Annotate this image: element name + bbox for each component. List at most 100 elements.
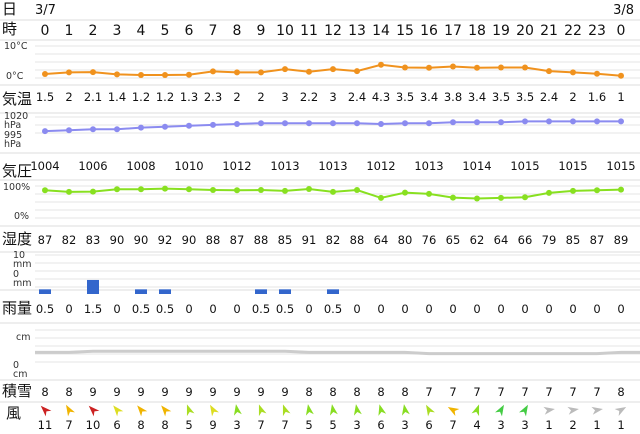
wind-arrow (40, 405, 52, 417)
humidity-point (210, 187, 216, 193)
humidity-point (594, 187, 600, 194)
wind-arrow (137, 405, 148, 417)
humidity-point (234, 187, 240, 194)
temperature-point (258, 69, 264, 76)
snow-value-label: 9 (281, 385, 288, 399)
snow-value-label: 9 (137, 385, 144, 399)
pressure-point (258, 120, 264, 127)
wind-speed-label: 3 (233, 418, 240, 432)
wind-speed-label: 9 (209, 418, 216, 432)
humidity-value-label: 90 (182, 233, 197, 247)
wind-speed-label: 7 (65, 418, 72, 432)
wind-arrow (471, 404, 480, 417)
hour-label: 23 (588, 23, 606, 39)
temperature-value-label: 3.4 (420, 90, 438, 104)
temperature-value-label: 1.5 (36, 90, 54, 104)
wind-speed-label: 5 (185, 418, 192, 432)
temperature-value-label: 1.2 (132, 90, 150, 104)
pressure-point (306, 120, 312, 127)
wind-arrow (329, 404, 338, 416)
grid (0, 19, 640, 403)
precipitation-value-label: 0 (233, 302, 240, 316)
hour-label: 9 (257, 23, 266, 39)
hour-label: 15 (396, 23, 414, 39)
humidity-value-label: 90 (110, 233, 125, 247)
humidity-point (450, 194, 456, 201)
wind-arrow (258, 404, 267, 417)
humidity-value-label: 88 (350, 233, 365, 247)
wind-speed-label: 7 (257, 418, 264, 432)
row-label-pressure: 気圧 (2, 162, 32, 180)
hour-label: 17 (444, 23, 462, 39)
temperature-value-label: 2.2 (300, 90, 318, 104)
pressure-value-label: 1010 (174, 159, 203, 173)
precipitation-axis-bottom: 0 mm (13, 269, 32, 289)
snow-value-label: 8 (401, 385, 408, 399)
wind-arrow (378, 404, 387, 416)
wind-arrow (233, 404, 242, 416)
temperature-point (450, 63, 456, 70)
wind-speed-label: 7 (449, 418, 456, 432)
humidity-value-label: 79 (542, 233, 557, 247)
wind-speed-label: 1 (593, 418, 600, 432)
pressure-point (234, 121, 240, 127)
temperature-point (522, 64, 528, 71)
wind-arrow (567, 406, 579, 415)
wind-speed-label: 8 (137, 418, 144, 432)
humidity-point (114, 186, 120, 193)
humidity-point (570, 187, 576, 194)
precipitation-value-label: 0 (401, 302, 408, 316)
temperature-point (42, 71, 48, 77)
temperature-value-label: 1.6 (588, 90, 606, 104)
snow-value-label: 9 (161, 385, 168, 399)
temperature-point (378, 61, 384, 68)
pressure-point (66, 127, 72, 134)
wind-speed-label: 3 (401, 418, 408, 432)
wind-speed-label: 1 (545, 418, 552, 432)
temperature-point (618, 72, 624, 79)
pressure-point (450, 119, 456, 126)
temperature-value-label: 3 (281, 90, 288, 104)
temperature-point (306, 68, 312, 75)
pressure-point (42, 128, 48, 135)
temperature-point (138, 72, 144, 78)
humidity-point (42, 187, 48, 194)
temperature-point (90, 69, 96, 76)
hour-label: 7 (209, 23, 218, 39)
temperature-point (426, 64, 432, 71)
wind-speed-label: 5 (329, 418, 336, 432)
wind-arrow (66, 404, 75, 417)
pressure-value-label: 1013 (270, 159, 299, 173)
pressure-point (282, 120, 288, 127)
wind-speed-label: 6 (113, 418, 120, 432)
precipitation-value-label: 0 (497, 302, 504, 316)
snow-value-label: 9 (113, 385, 120, 399)
wind-speed-label: 6 (425, 418, 432, 432)
temperature-value-label: 2.1 (84, 90, 102, 104)
humidity-point (162, 185, 168, 192)
snow-value-label: 8 (329, 385, 336, 399)
humidity-point (354, 187, 360, 193)
humidity-value-label: 88 (206, 233, 221, 247)
humidity-point (306, 186, 312, 192)
precipitation-bar (279, 289, 291, 294)
hour-label: 0 (41, 23, 50, 39)
date-end: 3/8 (613, 3, 634, 18)
temperature-axis-bottom: 0°C (6, 71, 24, 82)
humidity-value-label: 91 (302, 233, 317, 247)
humidity-point (138, 186, 144, 193)
hour-label: 18 (468, 23, 486, 39)
hour-label: 2 (89, 23, 98, 39)
wind-arrow (161, 405, 172, 417)
precipitation-bar (327, 289, 339, 294)
pressure-point (114, 126, 120, 133)
pressure-value-label: 1004 (30, 159, 59, 173)
precipitation-value-label: 0 (65, 302, 72, 316)
snow-value-label: 7 (449, 385, 456, 399)
hour-label: 13 (348, 23, 366, 39)
hour-label: 3 (113, 23, 122, 39)
hour-label: 6 (185, 23, 194, 39)
wind-arrow (305, 404, 314, 416)
snow-value-label: 8 (65, 385, 72, 399)
humidity-value-label: 89 (614, 233, 629, 247)
